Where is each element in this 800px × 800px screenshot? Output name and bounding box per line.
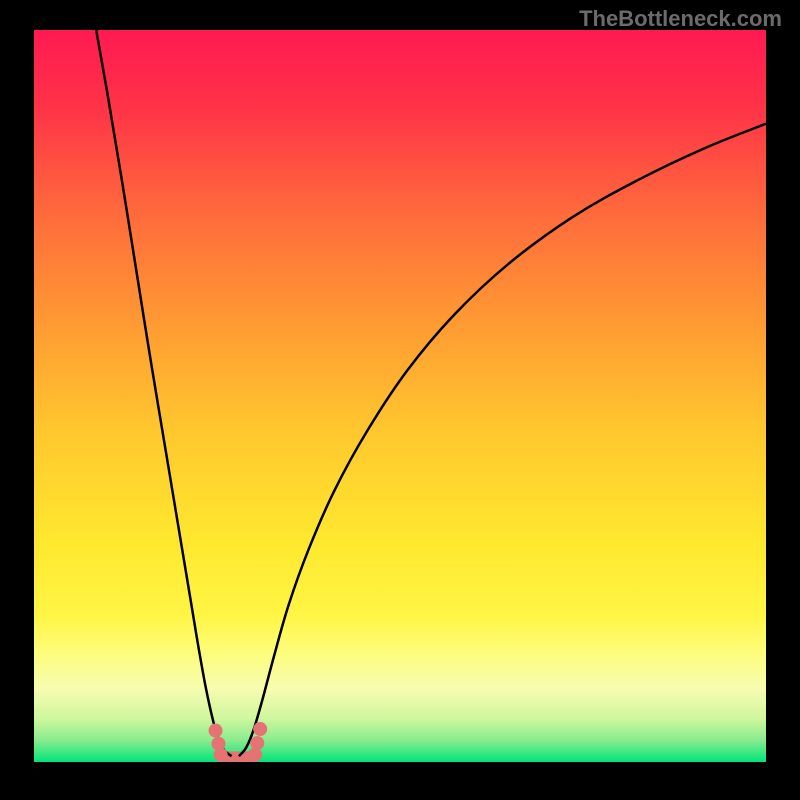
valley-marker [248, 748, 262, 762]
bottleneck-chart [34, 30, 766, 762]
valley-marker [250, 736, 264, 750]
chart-background [34, 30, 766, 762]
valley-marker [209, 724, 223, 738]
watermark: TheBottleneck.com [579, 6, 782, 32]
valley-marker [214, 748, 228, 762]
valley-marker [253, 722, 267, 736]
